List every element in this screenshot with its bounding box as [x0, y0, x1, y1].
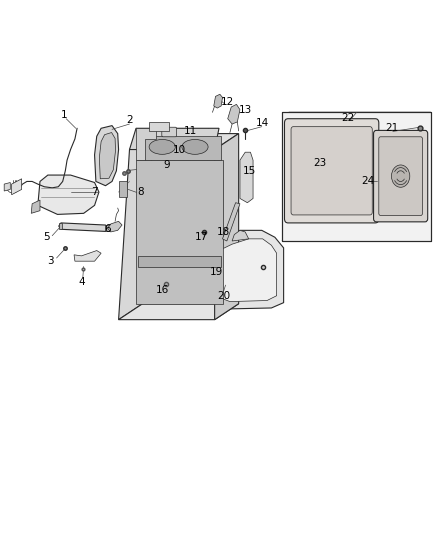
Polygon shape [283, 112, 431, 241]
Text: 4: 4 [78, 278, 85, 287]
Polygon shape [130, 128, 219, 150]
Polygon shape [138, 136, 221, 160]
Text: 13: 13 [239, 104, 252, 115]
Text: 22: 22 [341, 112, 354, 123]
Polygon shape [95, 126, 119, 185]
Text: 17: 17 [195, 232, 208, 243]
Text: 20: 20 [217, 290, 230, 301]
Polygon shape [108, 221, 122, 232]
Ellipse shape [182, 140, 208, 155]
Bar [149, 123, 169, 131]
Text: 21: 21 [385, 123, 398, 133]
Polygon shape [138, 256, 221, 266]
Polygon shape [136, 160, 223, 304]
Polygon shape [106, 225, 109, 231]
Polygon shape [59, 223, 62, 229]
Text: 15: 15 [243, 166, 256, 176]
Polygon shape [228, 104, 240, 124]
Text: 9: 9 [163, 160, 170, 171]
Polygon shape [4, 182, 11, 191]
Polygon shape [99, 133, 116, 179]
Polygon shape [223, 203, 240, 241]
Polygon shape [38, 175, 99, 214]
Text: 2: 2 [126, 115, 133, 125]
FancyBboxPatch shape [291, 127, 372, 215]
Polygon shape [130, 134, 239, 150]
FancyBboxPatch shape [379, 137, 423, 215]
Polygon shape [219, 239, 277, 302]
Text: 8: 8 [137, 187, 144, 197]
FancyBboxPatch shape [374, 131, 427, 222]
Text: 19: 19 [210, 267, 223, 277]
Polygon shape [214, 94, 223, 108]
FancyBboxPatch shape [162, 127, 177, 137]
Ellipse shape [149, 140, 175, 155]
Polygon shape [119, 304, 239, 320]
Text: 3: 3 [48, 256, 54, 266]
Text: 6: 6 [104, 224, 111, 235]
Text: 18: 18 [217, 227, 230, 237]
Polygon shape [74, 251, 101, 261]
Polygon shape [31, 200, 40, 213]
Text: 23: 23 [313, 158, 326, 168]
Polygon shape [240, 152, 253, 203]
Text: 12: 12 [221, 96, 234, 107]
Text: 10: 10 [173, 144, 186, 155]
Polygon shape [136, 128, 155, 160]
Polygon shape [119, 134, 153, 320]
Polygon shape [59, 223, 108, 231]
Text: 5: 5 [43, 232, 50, 243]
Text: 16: 16 [155, 286, 169, 295]
Polygon shape [12, 179, 21, 195]
Text: 11: 11 [184, 126, 197, 136]
Polygon shape [215, 134, 239, 320]
Ellipse shape [392, 165, 410, 187]
Text: 1: 1 [61, 110, 67, 120]
Bar [120, 181, 127, 197]
Text: 7: 7 [91, 187, 98, 197]
Text: 24: 24 [361, 176, 374, 187]
Polygon shape [232, 230, 249, 241]
Polygon shape [283, 112, 431, 241]
FancyBboxPatch shape [285, 119, 379, 223]
Text: 14: 14 [256, 118, 269, 128]
Polygon shape [209, 230, 284, 309]
